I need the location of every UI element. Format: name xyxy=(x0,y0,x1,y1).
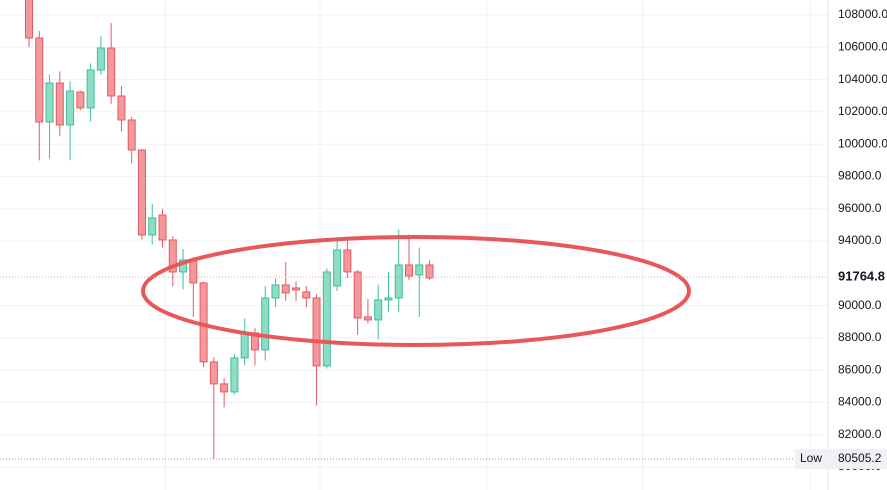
y-tick-label: 102000.0 xyxy=(838,104,887,118)
candle-body xyxy=(168,239,177,273)
candle-body xyxy=(261,297,270,351)
y-tick-label: 82000.0 xyxy=(838,427,882,441)
last-price-label: 91764.8 xyxy=(838,269,885,284)
vertical-grid xyxy=(164,0,811,490)
y-tick-label: 96000.0 xyxy=(838,201,882,215)
candle-body xyxy=(76,91,85,109)
candle-body xyxy=(127,119,136,151)
candle-body xyxy=(363,316,372,321)
y-tick-label: 88000.0 xyxy=(838,330,882,344)
candle-body xyxy=(230,357,239,393)
y-tick-label: 104000.0 xyxy=(838,72,887,86)
candle-body xyxy=(302,291,311,299)
candle-body xyxy=(220,383,229,393)
candle-body xyxy=(312,297,321,367)
low-tag-box xyxy=(795,448,828,469)
candle-body xyxy=(107,47,116,97)
candle-body xyxy=(35,37,44,123)
candle-body xyxy=(209,361,218,385)
y-tick-label: 84000.0 xyxy=(838,395,882,409)
candle-body xyxy=(322,271,331,367)
candle-body xyxy=(425,264,434,279)
candle-body xyxy=(353,271,362,319)
y-tick-label: 98000.0 xyxy=(838,169,882,183)
candle-body xyxy=(271,284,280,299)
candle-body xyxy=(148,217,157,236)
y-tick-label: 108000.0 xyxy=(838,7,887,21)
candle-body xyxy=(292,287,301,291)
candle-body xyxy=(96,47,105,71)
y-tick-label: 106000.0 xyxy=(838,39,887,53)
y-tick-label: 94000.0 xyxy=(838,233,882,247)
candle-body xyxy=(384,297,393,301)
candle-body xyxy=(189,259,198,284)
candle-body xyxy=(55,82,64,126)
candle-body xyxy=(86,69,95,109)
low-tag: Low xyxy=(800,451,822,465)
candle-body xyxy=(374,299,383,321)
candle-body xyxy=(137,149,146,236)
y-tick-label: 86000.0 xyxy=(838,362,882,376)
candle-body xyxy=(404,264,413,277)
candle-body xyxy=(66,90,75,126)
last-price-box xyxy=(829,267,887,288)
low-value-box xyxy=(829,448,887,469)
candle-body xyxy=(158,214,167,241)
candle-body xyxy=(333,249,342,287)
candle-body xyxy=(281,284,290,294)
y-tick-label: 90000.0 xyxy=(838,298,882,312)
annotation-ellipse xyxy=(141,235,691,347)
candle-body xyxy=(117,95,126,121)
candle-body xyxy=(343,249,352,273)
low-value-label: 80505.2 xyxy=(838,451,882,465)
y-tick-label: 100000.0 xyxy=(838,136,887,150)
candle-body xyxy=(25,0,33,39)
candle-body xyxy=(415,264,424,276)
candle-body xyxy=(240,332,249,359)
candle-body xyxy=(394,264,403,299)
candle-body xyxy=(45,82,54,123)
